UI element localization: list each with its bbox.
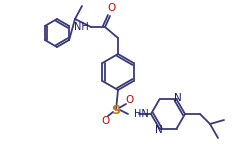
Text: O: O [125,95,133,105]
Text: S: S [111,104,121,116]
Text: N: N [155,125,162,135]
Text: O: O [107,3,115,13]
Text: N: N [174,93,181,103]
Text: O: O [101,116,109,126]
Text: NH: NH [74,22,89,32]
Text: HN: HN [134,109,149,119]
